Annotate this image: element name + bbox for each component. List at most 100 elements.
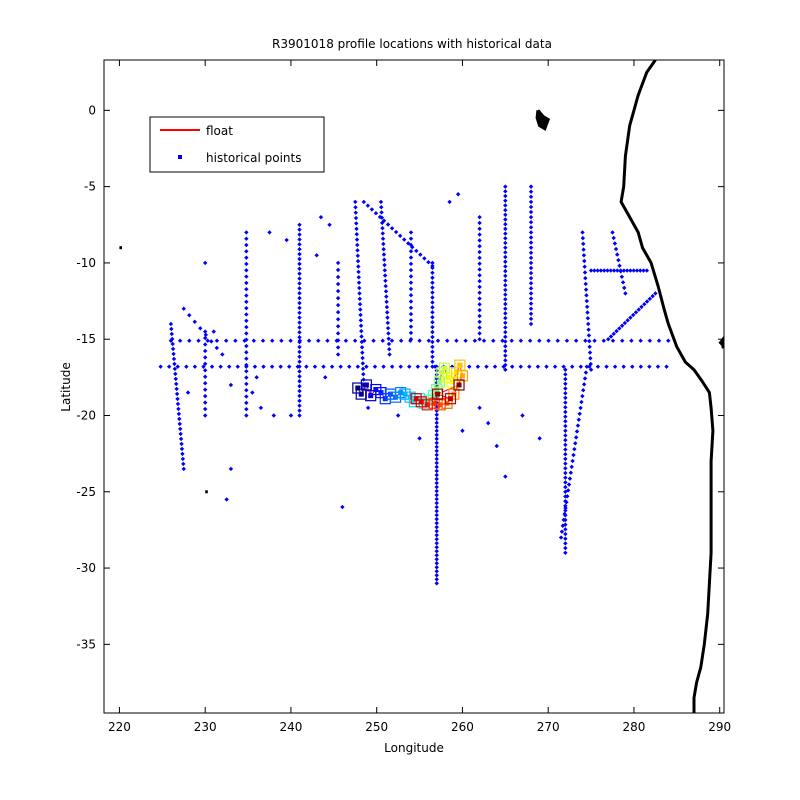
historical-point — [321, 364, 326, 369]
historical-point — [202, 387, 208, 392]
historical-point — [576, 417, 582, 422]
historical-point — [357, 291, 362, 296]
historical-point — [202, 368, 208, 373]
historical-point — [354, 231, 359, 237]
float-profile-point — [424, 402, 430, 408]
historical-point — [312, 364, 318, 369]
historical-point — [503, 231, 508, 236]
y-tick-label: 0 — [88, 103, 96, 117]
historical-point — [595, 364, 601, 369]
historical-point — [354, 221, 359, 226]
historical-point — [477, 319, 482, 324]
x-tick-label: 290 — [708, 720, 731, 734]
historical-point — [228, 382, 234, 388]
historical-point — [563, 376, 568, 382]
historical-point — [563, 433, 568, 438]
historical-point — [608, 334, 614, 339]
historical-point — [297, 359, 302, 364]
historical-point — [563, 372, 568, 377]
historical-point — [381, 364, 386, 369]
historical-point — [202, 413, 208, 418]
historical-point — [494, 443, 499, 449]
historical-point — [644, 299, 650, 304]
historical-point — [620, 280, 626, 285]
historical-point — [528, 281, 534, 286]
legend-historical-label: historical points — [206, 151, 301, 165]
historical-point — [581, 253, 587, 258]
historical-point — [434, 416, 439, 422]
historical-point — [173, 371, 178, 377]
historical-point — [563, 475, 568, 480]
historical-point — [528, 184, 534, 189]
historical-point — [563, 390, 568, 396]
historical-point — [563, 536, 568, 541]
historical-point — [202, 361, 208, 367]
historical-point — [252, 364, 258, 369]
historical-point — [430, 270, 435, 275]
historical-point — [297, 344, 302, 350]
historical-point — [359, 328, 364, 334]
historical-point — [365, 203, 371, 208]
historical-point — [434, 540, 439, 546]
historical-point — [177, 421, 182, 427]
historical-point — [176, 411, 182, 417]
historical-point — [174, 386, 179, 392]
float-profile-marker — [410, 393, 422, 405]
historical-point — [563, 386, 568, 391]
historical-point — [615, 268, 620, 273]
historical-point — [353, 205, 358, 210]
historical-point — [358, 323, 364, 328]
historical-point — [638, 364, 644, 369]
historical-point — [211, 329, 216, 334]
historical-point — [369, 207, 375, 212]
historical-point — [395, 413, 401, 418]
historical-point — [297, 256, 302, 262]
historical-point — [562, 511, 567, 517]
historical-point — [244, 236, 249, 241]
historical-point — [613, 246, 619, 252]
historical-point — [244, 261, 249, 267]
historical-point — [574, 429, 580, 434]
historical-point — [611, 268, 617, 273]
historical-point — [244, 406, 249, 412]
historical-point — [582, 264, 587, 269]
historical-point — [408, 274, 414, 279]
historical-point — [335, 274, 341, 280]
historical-point — [598, 268, 604, 273]
historical-point — [347, 364, 352, 369]
historical-point — [619, 323, 625, 328]
y-tick-label: -35 — [76, 637, 96, 651]
float-profile-point — [355, 385, 361, 391]
y-tick-label: -10 — [76, 256, 96, 270]
historical-point — [664, 364, 669, 369]
historical-point — [220, 352, 225, 357]
historical-point — [335, 352, 341, 357]
historical-point — [434, 432, 439, 438]
historical-point — [389, 338, 395, 343]
historical-point — [434, 412, 439, 418]
historical-point — [619, 274, 625, 279]
historical-point — [251, 338, 256, 343]
historical-point — [407, 364, 412, 369]
historical-point — [621, 364, 626, 369]
historical-point — [503, 203, 508, 208]
y-tick-label: -20 — [76, 408, 96, 422]
historical-point — [175, 364, 180, 369]
historical-point — [181, 461, 186, 467]
historical-point — [244, 312, 249, 317]
float-profile-point — [441, 365, 447, 371]
historical-point — [477, 220, 482, 226]
historical-point — [408, 249, 414, 254]
historical-point — [323, 375, 328, 380]
historical-point — [430, 354, 435, 359]
historical-point — [297, 227, 302, 232]
historical-point — [484, 364, 489, 369]
historical-point — [192, 364, 198, 369]
historical-point — [327, 222, 332, 227]
historical-point — [397, 233, 403, 239]
historical-point — [408, 280, 414, 285]
historical-point — [434, 549, 439, 554]
historical-point — [563, 461, 568, 466]
float-profile-point — [436, 379, 442, 385]
historical-point — [158, 364, 163, 369]
